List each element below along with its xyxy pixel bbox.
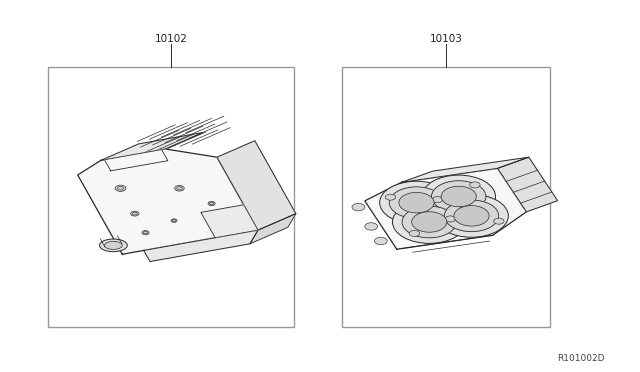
Circle shape	[209, 202, 214, 205]
Circle shape	[470, 182, 480, 188]
Bar	[48, 67, 294, 327]
Circle shape	[402, 206, 456, 238]
Circle shape	[399, 192, 434, 213]
Circle shape	[374, 237, 387, 245]
Circle shape	[441, 186, 476, 207]
Circle shape	[115, 185, 126, 192]
Circle shape	[175, 186, 184, 191]
Circle shape	[380, 181, 453, 224]
Polygon shape	[104, 150, 168, 171]
Ellipse shape	[99, 239, 127, 252]
Circle shape	[117, 186, 124, 190]
Circle shape	[208, 201, 215, 206]
Circle shape	[352, 203, 365, 211]
Circle shape	[172, 219, 176, 222]
Circle shape	[445, 216, 456, 222]
Circle shape	[409, 230, 420, 237]
Polygon shape	[144, 230, 258, 262]
Polygon shape	[250, 214, 296, 244]
Circle shape	[422, 175, 495, 218]
Circle shape	[444, 200, 499, 232]
Polygon shape	[201, 205, 258, 238]
Circle shape	[131, 211, 139, 216]
Circle shape	[365, 223, 378, 230]
Circle shape	[385, 194, 396, 200]
Circle shape	[460, 203, 470, 209]
Circle shape	[132, 212, 137, 215]
Circle shape	[435, 195, 508, 237]
Text: 10103: 10103	[429, 33, 463, 44]
Circle shape	[433, 196, 443, 203]
Polygon shape	[498, 157, 557, 212]
Text: 10102: 10102	[154, 33, 188, 44]
Polygon shape	[101, 132, 203, 160]
Circle shape	[418, 209, 428, 215]
Polygon shape	[77, 149, 258, 254]
Circle shape	[177, 187, 182, 190]
Circle shape	[493, 218, 504, 224]
Circle shape	[454, 206, 489, 226]
Polygon shape	[365, 168, 526, 249]
Circle shape	[412, 212, 447, 232]
Circle shape	[389, 187, 444, 218]
Circle shape	[143, 231, 148, 234]
Polygon shape	[402, 157, 529, 182]
Circle shape	[431, 181, 486, 212]
Circle shape	[142, 231, 149, 235]
Polygon shape	[217, 141, 296, 230]
Bar	[342, 67, 550, 327]
Circle shape	[171, 219, 177, 222]
Circle shape	[392, 201, 466, 243]
Text: R101002D: R101002D	[557, 354, 605, 363]
Ellipse shape	[104, 241, 122, 249]
